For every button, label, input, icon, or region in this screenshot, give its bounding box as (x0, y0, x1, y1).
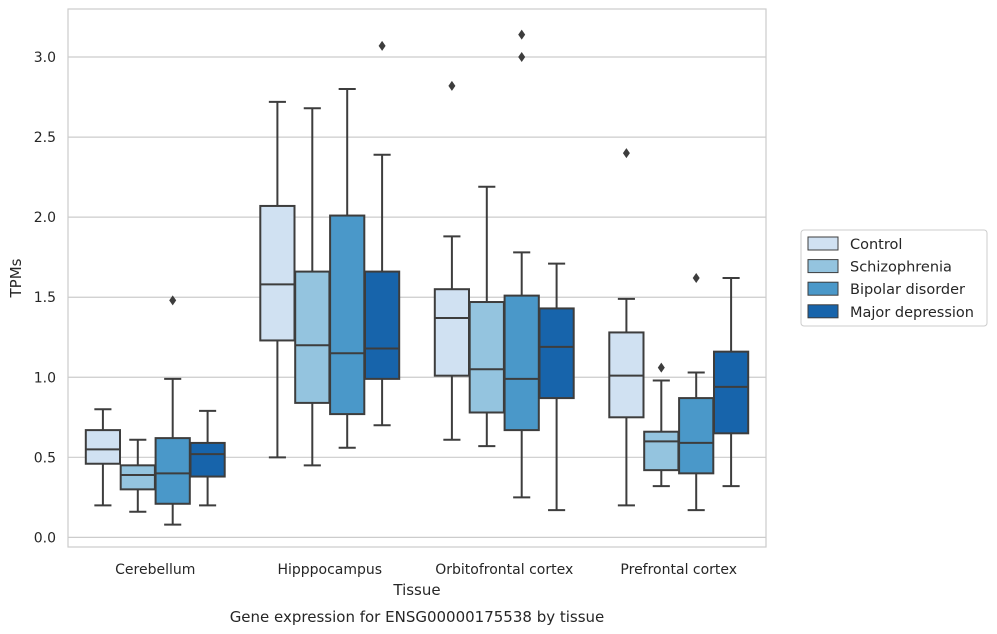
box-iqr (84, 429, 122, 465)
box-iqr (433, 288, 471, 377)
legend-swatch (807, 259, 839, 274)
legend-label: Control (850, 237, 902, 253)
outlier-point (169, 295, 177, 306)
chart-caption: Gene expression for ENSG00000175538 by t… (230, 608, 605, 626)
box-3-1 (363, 40, 401, 427)
box-plot-area (84, 29, 750, 526)
box-0-3 (608, 148, 645, 507)
box-1-1 (294, 107, 331, 467)
x-tick-label: Prefrontal cortex (620, 562, 737, 578)
box-2-0 (154, 295, 191, 526)
outlier-point (692, 273, 700, 283)
x-tick-label: Orbitofrontal cortex (435, 562, 573, 578)
x-tick-label: Cerebellum (115, 562, 195, 578)
box-iqr (643, 430, 680, 472)
box-iqr (468, 301, 505, 414)
outlier-point (518, 29, 526, 40)
y-tick-label: 1.5 (34, 290, 56, 306)
box-1-0 (119, 438, 156, 513)
legend-label: Major depression (850, 305, 974, 321)
outlier-point (518, 52, 526, 63)
box-3-3 (712, 277, 750, 488)
y-tick-label: 0.0 (34, 530, 56, 546)
box-3-2 (538, 262, 575, 512)
box-0-1 (259, 100, 296, 459)
y-tick-label: 2.0 (34, 210, 56, 226)
outlier-point (448, 80, 456, 91)
box-iqr (154, 437, 191, 505)
x-axis-label: Tissue (392, 581, 440, 599)
y-tick-label: 1.0 (34, 370, 56, 386)
legend-label: Schizophrenia (850, 260, 952, 276)
legend-swatch (807, 236, 839, 251)
box-iqr (712, 350, 750, 435)
plot-frame (67, 8, 767, 548)
y-axis-label: TPMs (7, 258, 25, 298)
box-2-1 (329, 88, 366, 449)
box-iqr (119, 464, 156, 491)
x-axis-ticks: Cerebellum Hipppocampus Orbitofrontal cort… (115, 562, 737, 578)
box-1-2 (468, 185, 505, 448)
legend: Control Schizophrenia Bipolar disorder Majo… (800, 229, 988, 327)
y-tick-label: 0.5 (34, 450, 56, 466)
box-iqr (538, 307, 575, 400)
box-0-0 (84, 408, 122, 507)
box-3-0 (189, 409, 226, 507)
x-tick-label: Hipppocampus (277, 562, 382, 578)
legend-swatch (807, 304, 839, 319)
legend-label: Bipolar disorder (850, 282, 965, 298)
box-iqr (259, 204, 296, 342)
y-tick-label: 2.5 (34, 130, 56, 146)
box-2-3 (678, 273, 715, 512)
box-iqr (329, 214, 366, 416)
box-1-3 (643, 362, 680, 488)
box-2-2 (503, 29, 540, 499)
box-iqr (678, 397, 715, 475)
box-iqr (294, 270, 331, 404)
outlier-point (378, 40, 386, 51)
outlier-point (657, 362, 665, 373)
box-iqr (189, 441, 226, 478)
legend-frame (800, 229, 988, 327)
legend-swatch (807, 281, 839, 296)
outlier-point (622, 148, 630, 159)
y-tick-label: 3.0 (34, 50, 56, 66)
y-axis-ticks: 0.0 0.5 1.0 1.5 2.0 2.5 3.0 (34, 50, 56, 546)
box-iqr (503, 294, 540, 432)
box-iqr (363, 270, 401, 380)
box-0-2 (433, 80, 471, 441)
